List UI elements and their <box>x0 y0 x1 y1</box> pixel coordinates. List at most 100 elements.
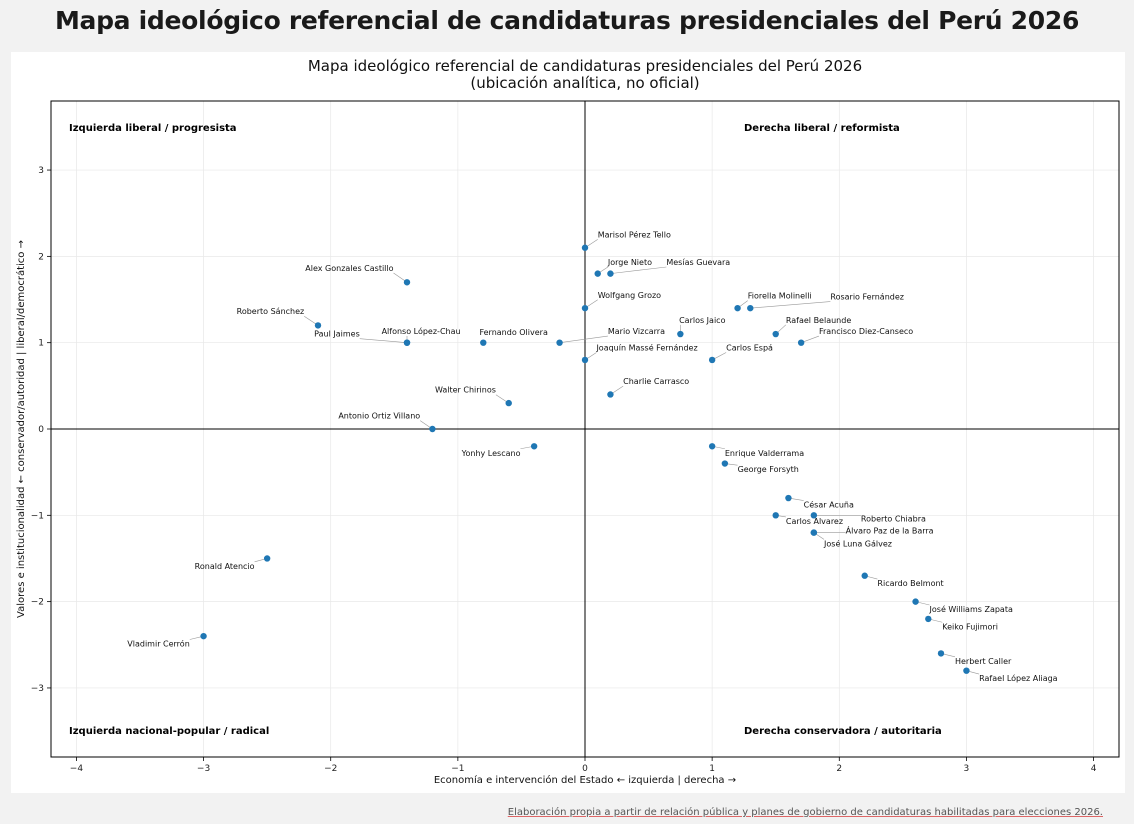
data-label: Mario Vizcarra <box>608 327 665 336</box>
data-labels: Marisol Pérez Tello Jorge Nieto Mesías Gue… <box>127 229 1057 683</box>
data-point <box>861 572 868 579</box>
label-leader-lines <box>189 239 980 675</box>
data-label: Carlos Alvarez <box>786 517 843 526</box>
data-label: Roberto Sánchez <box>237 307 305 316</box>
data-label: Vladimir Cerrón <box>127 639 189 649</box>
quadrant-label-bottom-right: Derecha conservadora / autoritaria <box>744 726 942 737</box>
data-label: George Forsyth <box>738 465 799 474</box>
y-tick-label: −1 <box>31 511 44 521</box>
data-label: Yonhy Lescano <box>461 449 521 458</box>
data-label: Ronald Atencio <box>195 562 255 571</box>
data-point <box>925 615 932 623</box>
data-point <box>747 304 754 312</box>
chart-background <box>11 52 1125 793</box>
x-tick-label: 1 <box>709 764 715 774</box>
quadrant-label-top-left: Izquierda liberal / progresista <box>69 123 237 134</box>
data-label: Wolfgang Grozo <box>598 291 661 300</box>
y-tick-label: 0 <box>38 425 44 435</box>
data-label: Rafael López Aliaga <box>979 673 1058 683</box>
x-tick-label: 2 <box>836 764 842 774</box>
data-point <box>797 339 805 346</box>
y-tick-label: 3 <box>38 166 44 176</box>
data-label: Álvaro Paz de la Barra <box>846 524 934 535</box>
data-label: Marisol Pérez Tello <box>598 229 671 239</box>
x-tick-label: −4 <box>70 764 84 774</box>
y-tick-label: 1 <box>38 339 44 349</box>
data-point <box>810 529 818 536</box>
data-label: Rosario Fernández <box>830 293 904 302</box>
x-axis-title: Economía e intervención del Estado ← izq… <box>434 774 736 786</box>
zero-axes <box>51 101 1119 757</box>
data-label: José Luna Gálvez <box>823 538 892 548</box>
data-point <box>772 512 779 519</box>
label-leader-line <box>750 301 831 309</box>
label-leader-line <box>610 266 667 274</box>
data-point <box>963 667 970 674</box>
data-point <box>594 270 601 277</box>
data-label: Rafael Belaunde <box>786 316 851 325</box>
x-tick-label: 3 <box>964 764 970 774</box>
data-label: José Williams Zapata <box>929 604 1013 614</box>
data-point <box>912 598 919 605</box>
x-tick-label: 0 <box>582 764 588 774</box>
data-label: Joaquín Massé Fernández <box>595 342 697 352</box>
chart-title-line2: (ubicación analítica, no oficial) <box>470 74 699 92</box>
chart-card: Mapa ideológico referencial de candidatu… <box>11 52 1125 793</box>
data-point <box>263 555 271 562</box>
data-label: Herbert Caller <box>955 657 1012 666</box>
data-label: Charlie Carrasco <box>623 377 689 386</box>
data-point <box>785 494 792 502</box>
data-point <box>708 443 716 450</box>
data-label: Carlos Espá <box>726 343 773 352</box>
data-point <box>677 330 684 338</box>
data-label: Antonio Ortiz Villano <box>338 412 420 421</box>
data-points <box>200 244 970 674</box>
page-title: Mapa ideológico referencial de candidatu… <box>54 6 1080 35</box>
label-leader-line <box>359 338 408 343</box>
data-point <box>581 244 589 251</box>
x-tick-label: −1 <box>451 764 464 774</box>
data-label: Alfonso López-Chau <box>382 326 461 336</box>
data-point <box>734 304 741 312</box>
data-label: Enrique Valderrama <box>725 449 804 458</box>
data-point <box>772 330 779 338</box>
data-point <box>200 632 207 640</box>
data-point <box>607 391 614 398</box>
data-label: Alex Gonzales Castillo <box>305 264 393 273</box>
y-tick-label: −3 <box>31 684 44 694</box>
data-point <box>403 339 411 346</box>
data-point <box>708 356 716 364</box>
data-label: Keiko Fujimori <box>942 622 998 631</box>
chart-title-line1: Mapa ideológico referencial de candidatu… <box>308 57 862 75</box>
data-label: Fiorella Molinelli <box>748 292 812 301</box>
data-label: Jorge Nieto <box>607 258 652 267</box>
x-tick-label: −3 <box>197 764 210 774</box>
data-label: Fernando Olivera <box>479 328 547 337</box>
data-point <box>403 279 411 286</box>
data-point <box>581 356 589 364</box>
x-tick-label: −2 <box>324 764 337 774</box>
data-point <box>505 399 512 407</box>
footer-note: Elaboración propia a partir de relación … <box>507 807 1103 818</box>
plot-frame <box>50 100 1120 758</box>
quadrant-label-top-right: Derecha liberal / reformista <box>744 123 900 134</box>
data-point <box>480 339 487 346</box>
data-point <box>937 650 945 657</box>
data-label: Ricardo Belmont <box>877 579 943 588</box>
data-point <box>530 443 538 450</box>
data-label: César Acuña <box>804 500 854 510</box>
label-leader-line <box>559 335 608 343</box>
data-point <box>721 460 729 467</box>
y-tick-label: 2 <box>38 252 44 262</box>
data-point <box>314 322 322 329</box>
data-label: Paul Jaimes <box>314 330 360 339</box>
data-label: Roberto Chiabra <box>861 514 926 523</box>
data-point <box>581 304 589 312</box>
x-tick-label: 4 <box>1091 764 1097 774</box>
scatter-chart: Mapa ideológico referencial de candidatu… <box>11 52 1125 793</box>
data-point <box>429 425 436 433</box>
data-label: Mesías Guevara <box>666 258 730 267</box>
y-axis-title: Valores e institucionalidad ← conservado… <box>15 240 27 618</box>
axis-ticks: −4 −3 −2 −1 0 1 2 3 4 −3 −2 −1 0 1 2 3 <box>31 166 1097 774</box>
quadrant-label-bottom-left: Izquierda nacional-popular / radical <box>69 726 269 737</box>
